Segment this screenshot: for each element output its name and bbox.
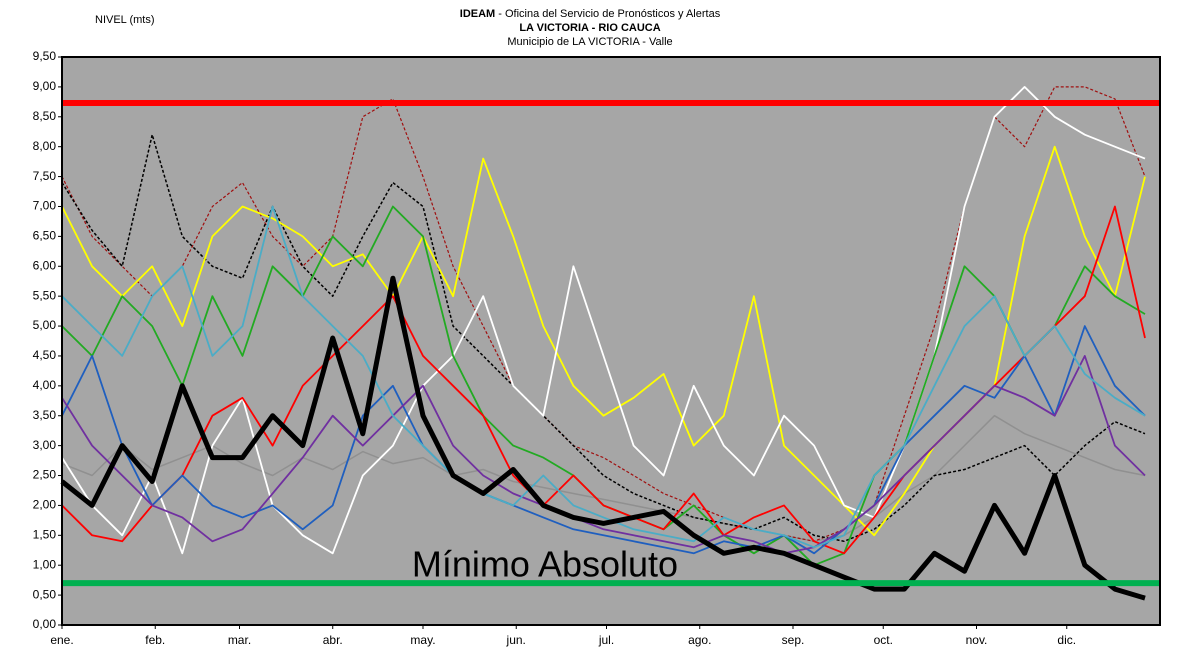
y-tick-label: 7,50 <box>33 169 57 183</box>
annotation: Mínimo Absoluto <box>412 544 678 585</box>
y-tick-label: 2,50 <box>33 468 57 482</box>
chart-title: IDEAM - Oficina del Servicio de Pronósti… <box>460 8 721 20</box>
y-tick-label: 7,00 <box>33 199 57 213</box>
plot-border <box>61 56 1161 626</box>
x-tick-label: feb. <box>145 633 165 647</box>
y-axis-label: NIVEL (mts) <box>95 14 155 26</box>
series-line <box>61 325 1146 555</box>
chart-subtitle-2: Municipio de LA VICTORIA - Valle <box>507 36 672 48</box>
y-tick-label: 9,50 <box>33 49 57 63</box>
y-tick-label: 6,00 <box>33 258 57 272</box>
y-tick-label: 0,50 <box>33 587 57 601</box>
x-tick-label: sep. <box>782 633 805 647</box>
y-tick-label: 5,00 <box>33 318 57 332</box>
series-line <box>61 355 1146 555</box>
x-tick-label: abr. <box>323 633 343 647</box>
series-line <box>61 414 1146 543</box>
x-tick-label: may. <box>410 633 435 647</box>
x-tick-label: oct. <box>874 633 893 647</box>
chart-subtitle: LA VICTORIA - RIO CAUCA <box>519 22 660 34</box>
y-tick-label: 1,00 <box>33 557 57 571</box>
x-tick-label: ene. <box>50 633 73 647</box>
y-tick-label: 6,50 <box>33 229 57 243</box>
y-tick-label: 4,00 <box>33 378 57 392</box>
x-tick-label: jul. <box>598 633 614 647</box>
series-line <box>61 133 1146 543</box>
title-rest: - Oficina del Servicio de Pronósticos y … <box>498 8 720 20</box>
x-tick-label: ago. <box>688 633 711 647</box>
x-tick-label: mar. <box>228 633 251 647</box>
series-line <box>61 205 1146 549</box>
series-line <box>60 275 1146 601</box>
x-tick-label: jun. <box>506 633 526 647</box>
y-tick-label: 0,00 <box>33 617 57 631</box>
y-tick-label: 9,00 <box>33 79 57 93</box>
y-tick-label: 3,50 <box>33 408 57 422</box>
x-tick-label: dic. <box>1057 633 1076 647</box>
y-tick-label: 8,00 <box>33 139 57 153</box>
y-tick-label: 8,50 <box>33 109 57 123</box>
y-tick-label: 2,00 <box>33 498 57 512</box>
x-tick-label: nov. <box>966 633 988 647</box>
y-tick-label: 5,50 <box>33 288 57 302</box>
y-tick-label: 1,50 <box>33 527 57 541</box>
y-tick-label: 4,50 <box>33 348 57 362</box>
y-tick-label: 3,00 <box>33 438 57 452</box>
title-bold: IDEAM <box>460 8 495 20</box>
